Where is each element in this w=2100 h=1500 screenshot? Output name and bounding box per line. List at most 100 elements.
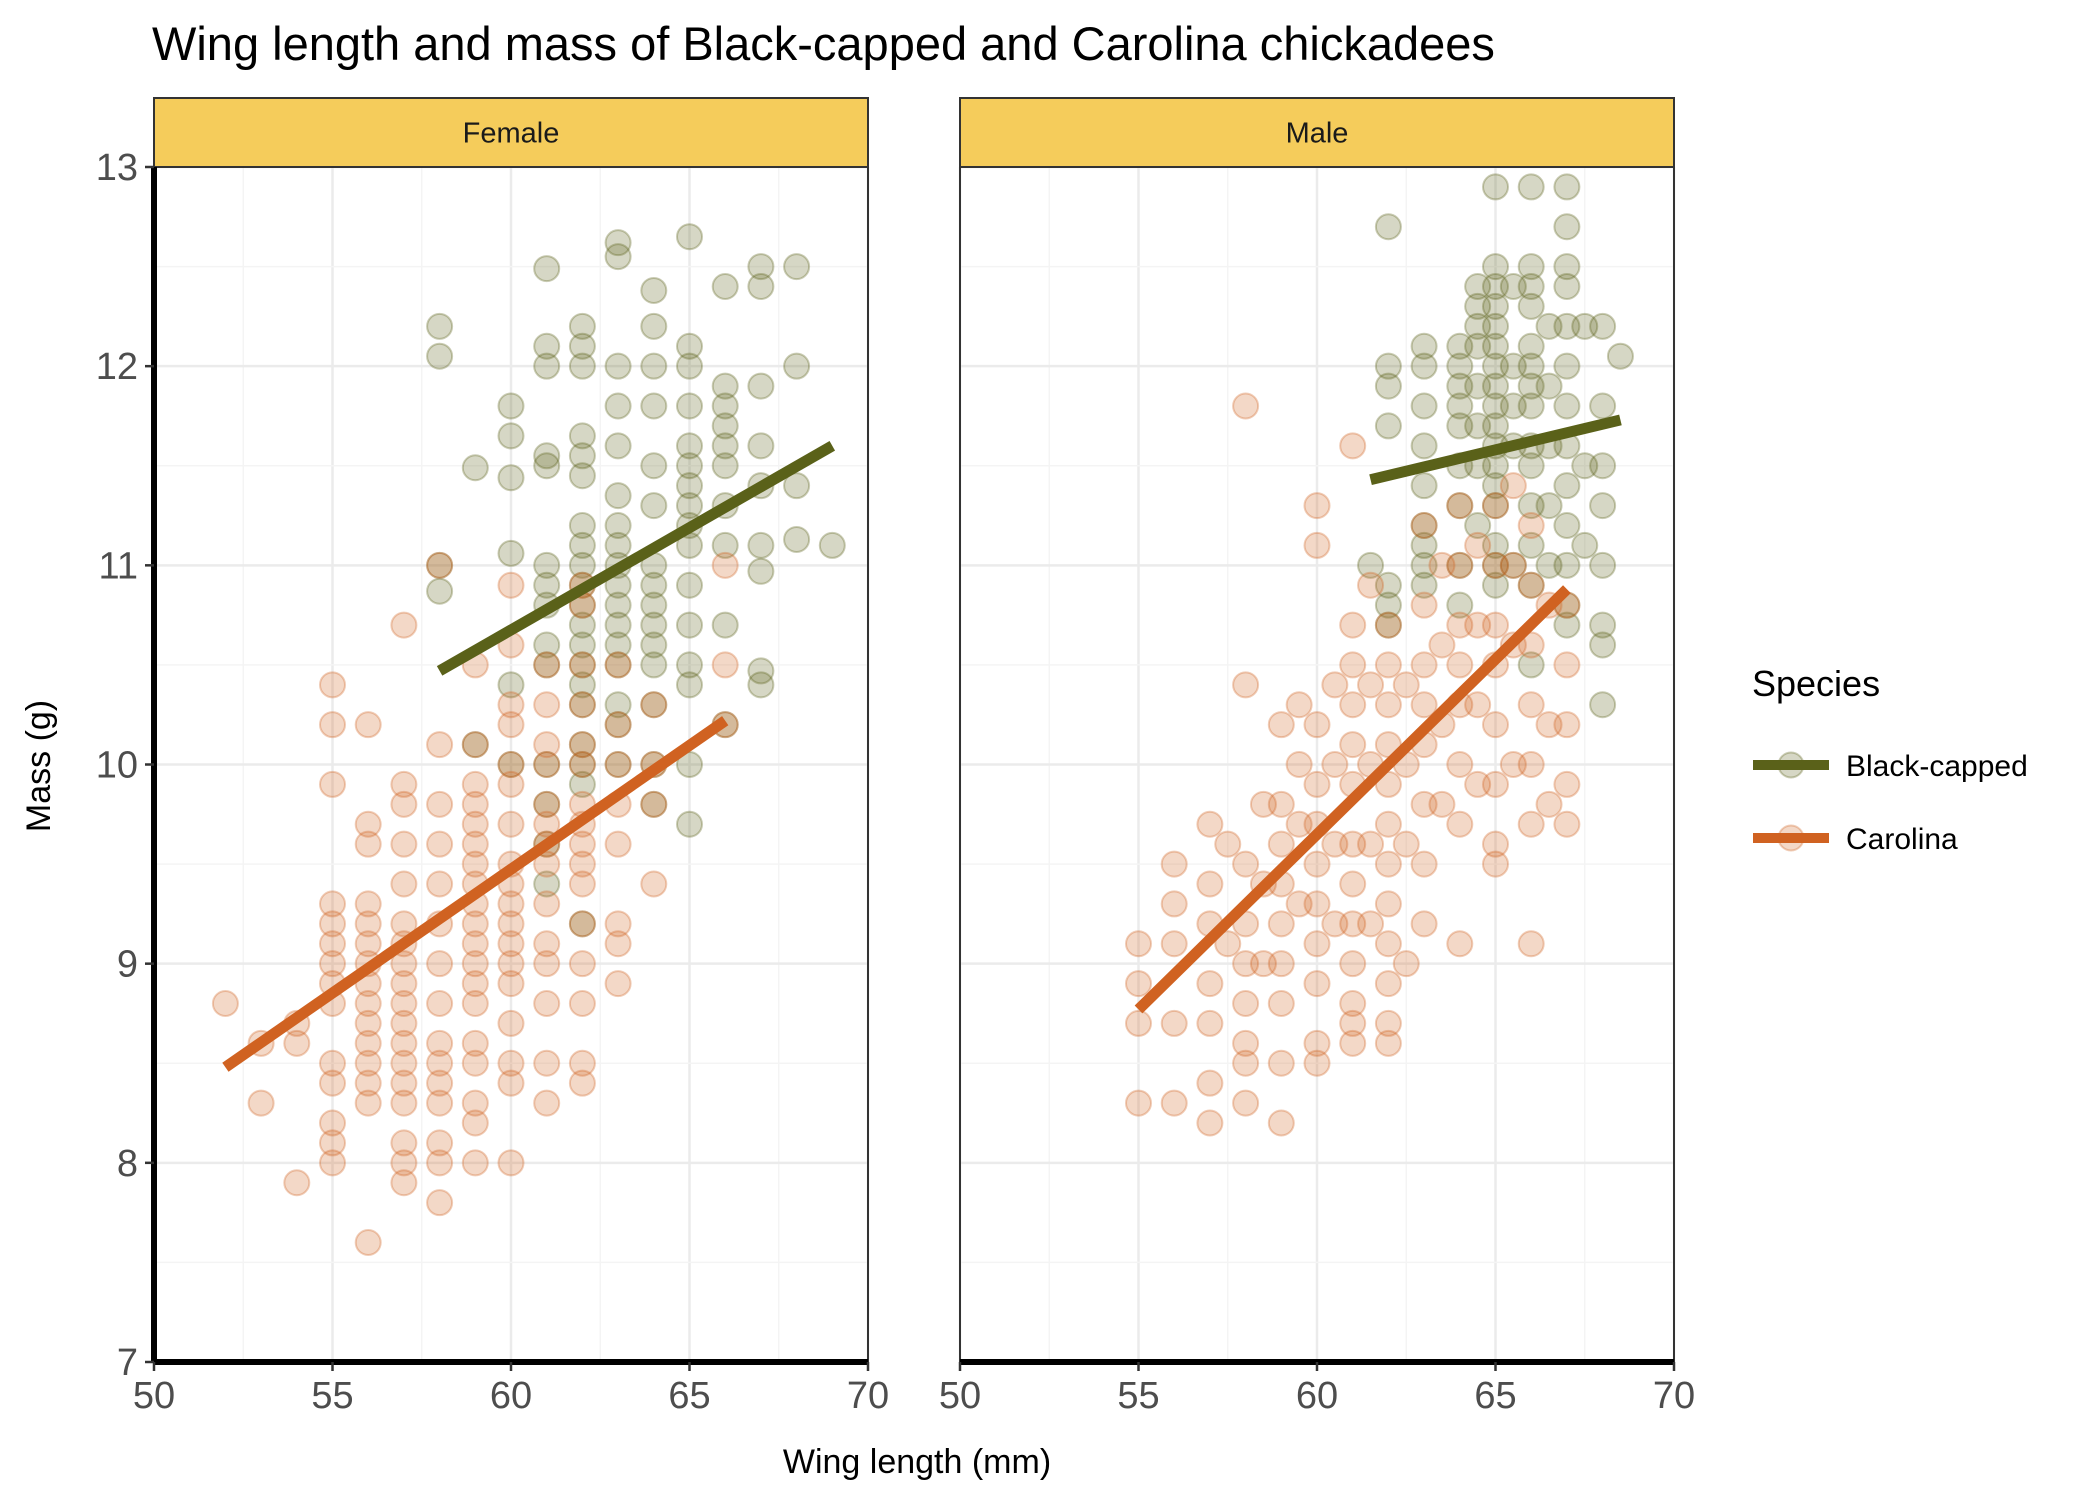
data-point: [1482, 352, 1509, 380]
data-point: [1482, 273, 1509, 300]
data-point: [1606, 342, 1634, 370]
data-point: [1553, 472, 1581, 500]
data-point: [1339, 651, 1367, 679]
data-point: [568, 691, 596, 719]
data-point: [354, 910, 382, 938]
data-point: [426, 551, 454, 579]
data-point: [461, 970, 489, 998]
data-point: [461, 950, 489, 978]
data-point: [568, 770, 596, 798]
data-point: [1464, 332, 1492, 360]
data-point: [1589, 611, 1617, 639]
data-point: [390, 1169, 418, 1197]
data-point: [1517, 531, 1545, 559]
data-point: [568, 990, 596, 1017]
data-point: [1482, 830, 1509, 858]
x-tick-label: 50: [133, 1375, 175, 1417]
data-point: [1517, 571, 1545, 599]
data-point: [354, 1009, 382, 1037]
data-point: [604, 930, 632, 958]
y-axis-title: Mass (g): [20, 700, 58, 832]
data-point: [390, 1029, 418, 1057]
facet-strip-label: Female: [463, 118, 560, 150]
data-point: [1482, 850, 1509, 878]
data-point: [1303, 970, 1331, 998]
data-point: [426, 551, 454, 579]
data-point: [319, 950, 346, 978]
data-point: [1160, 890, 1188, 918]
data-point: [783, 472, 811, 500]
data-point: [1392, 830, 1420, 858]
data-point: [497, 671, 525, 699]
data-point: [1464, 312, 1492, 340]
data-point: [640, 392, 668, 420]
data-point: [676, 472, 703, 500]
data-point: [533, 332, 561, 360]
data-point: [533, 571, 561, 599]
data-point: [1214, 830, 1242, 858]
data-point: [1535, 711, 1563, 739]
data-point: [426, 790, 454, 818]
series-black-capped-points: [426, 223, 846, 938]
data-point: [1267, 910, 1295, 938]
data-point: [497, 930, 525, 958]
x-tick-label: 50: [939, 1375, 981, 1417]
data-point: [390, 950, 418, 978]
data-point: [1517, 173, 1545, 201]
data-point: [1410, 352, 1438, 380]
data-point: [461, 1149, 489, 1177]
data-point: [1517, 372, 1545, 400]
data-point: [568, 352, 596, 380]
data-point: [390, 970, 418, 998]
data-point: [1267, 830, 1295, 858]
data-point: [461, 454, 489, 482]
data-point: [640, 631, 668, 659]
data-point: [1482, 571, 1509, 599]
data-point: [426, 1049, 454, 1077]
data-point: [1249, 950, 1277, 978]
data-point: [211, 990, 239, 1017]
data-point: [1374, 611, 1402, 639]
data-point: [1374, 1009, 1402, 1037]
data-point: [1410, 790, 1438, 818]
data-point: [1374, 1029, 1402, 1057]
data-point: [1482, 472, 1509, 500]
data-point: [1517, 631, 1545, 659]
data-point: [1482, 392, 1509, 420]
data-point: [1410, 531, 1438, 559]
data-point: [461, 930, 489, 958]
data-point: [1339, 432, 1367, 460]
data-point: [604, 482, 632, 510]
data-point: [1446, 810, 1474, 838]
data-point: [604, 432, 632, 460]
data-point: [1517, 651, 1545, 679]
data-point: [1553, 651, 1581, 679]
data-point: [604, 711, 632, 739]
data-point: [711, 551, 739, 579]
data-point: [1589, 492, 1617, 520]
data-point: [461, 1029, 489, 1057]
data-point: [390, 990, 418, 1017]
data-point: [604, 512, 632, 539]
data-point: [676, 571, 703, 599]
data-point: [640, 790, 668, 818]
data-point: [497, 770, 525, 798]
data-point: [1517, 352, 1545, 380]
data-point: [533, 551, 561, 579]
data-point: [568, 422, 596, 450]
data-point: [1410, 591, 1438, 619]
data-point: [319, 1069, 346, 1097]
data-point: [568, 830, 596, 858]
data-point: [604, 611, 632, 639]
data-point: [604, 970, 632, 998]
data-point: [533, 651, 561, 679]
data-point: [1232, 1049, 1260, 1077]
data-point: [354, 890, 382, 918]
data-point: [711, 531, 739, 559]
data-point: [1339, 691, 1367, 719]
data-point: [1410, 651, 1438, 679]
legend-item-carolina: Carolina: [1753, 823, 1958, 856]
data-point: [1482, 173, 1509, 201]
data-point: [1267, 1049, 1295, 1077]
data-point: [568, 651, 596, 679]
